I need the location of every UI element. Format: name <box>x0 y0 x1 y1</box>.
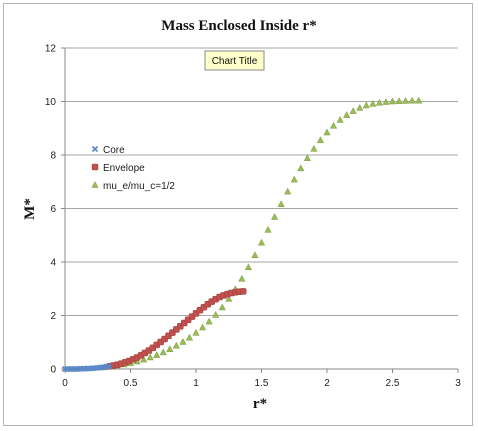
x-axis-title: r* <box>253 396 267 412</box>
data-point <box>264 225 272 233</box>
data-point <box>310 144 318 152</box>
x-tick-label: 2 <box>324 378 330 389</box>
data-point <box>166 345 174 352</box>
data-point <box>218 303 226 311</box>
data-point <box>198 323 207 331</box>
data-point <box>284 187 292 195</box>
y-axis-title: M* <box>22 198 38 220</box>
data-point <box>382 98 390 105</box>
data-point <box>270 213 279 220</box>
y-tick-label: 12 <box>45 44 57 55</box>
chart-frame <box>3 3 473 426</box>
legend: Core Envelope mu_e/mu_c=1/2 <box>91 145 175 192</box>
data-point <box>356 103 364 111</box>
y-tick-label: 6 <box>50 204 56 215</box>
series-0 <box>61 363 113 373</box>
data-point <box>257 238 266 246</box>
legend-item: mu_e/mu_c=1/2 <box>91 180 175 192</box>
legend-item: Core <box>91 145 125 156</box>
data-point <box>172 341 180 349</box>
x-tick-label: 1 <box>193 378 199 389</box>
y-tick-label: 10 <box>45 97 57 108</box>
data-point <box>153 351 161 358</box>
data-point <box>369 99 377 107</box>
data-point <box>323 128 331 136</box>
x-tick-label: 2.5 <box>386 378 400 389</box>
y-tick-label: 0 <box>50 365 56 376</box>
data-point <box>336 115 344 123</box>
legend-label: Envelope <box>103 163 145 174</box>
data-point <box>239 288 247 295</box>
y-tick-labels: 0 2 4 6 8 10 12 <box>45 44 57 376</box>
data-point <box>395 97 403 104</box>
data-point <box>179 337 187 345</box>
x-tick-label: 0 <box>62 378 68 389</box>
y-tick-label: 4 <box>50 258 56 269</box>
data-point <box>375 98 384 106</box>
data-point <box>415 96 423 104</box>
data-point <box>290 175 298 183</box>
data-point <box>401 96 410 104</box>
data-point <box>192 328 200 336</box>
data-point <box>225 294 233 302</box>
data-point <box>277 200 285 207</box>
data-point <box>139 355 148 363</box>
data-point <box>159 348 167 356</box>
legend-marker <box>91 163 99 171</box>
chart-title-tooltip: Chart Title <box>204 50 265 71</box>
data-marks <box>61 96 423 373</box>
data-point <box>349 107 357 114</box>
data-point <box>362 101 370 109</box>
data-point <box>185 333 194 341</box>
tooltip-text: Chart Title <box>212 56 258 67</box>
data-point <box>106 363 113 370</box>
gridlines <box>61 47 459 373</box>
x-tick-label: 3 <box>455 378 461 389</box>
data-point <box>343 111 351 118</box>
series-2 <box>100 96 423 371</box>
series-1 <box>106 288 247 370</box>
x-tick-labels: 0 0.5 1 1.5 2 2.5 3 <box>62 378 461 389</box>
data-point <box>329 121 338 129</box>
data-point <box>388 97 397 105</box>
data-point <box>316 136 325 144</box>
legend-label: mu_e/mu_c=1/2 <box>103 181 175 192</box>
axes <box>64 48 458 370</box>
data-point <box>212 310 220 318</box>
legend-item: Envelope <box>91 163 145 174</box>
x-tick-label: 1.5 <box>255 378 269 389</box>
data-point <box>205 317 213 325</box>
chart-title: Mass Enclosed Inside r* <box>161 18 316 34</box>
y-tick-label: 2 <box>50 311 56 322</box>
data-point <box>244 263 253 271</box>
legend-marker <box>91 180 99 188</box>
x-tick-label: 0.5 <box>124 378 138 389</box>
data-point <box>251 251 259 259</box>
tooltip-box <box>204 50 265 71</box>
legend-label: Core <box>103 145 125 156</box>
y-tick-label: 8 <box>50 151 56 162</box>
data-point <box>238 274 246 282</box>
data-point <box>297 164 305 172</box>
data-point <box>408 96 416 104</box>
data-point <box>146 353 154 361</box>
data-point <box>303 154 311 161</box>
legend-marker <box>91 145 99 153</box>
